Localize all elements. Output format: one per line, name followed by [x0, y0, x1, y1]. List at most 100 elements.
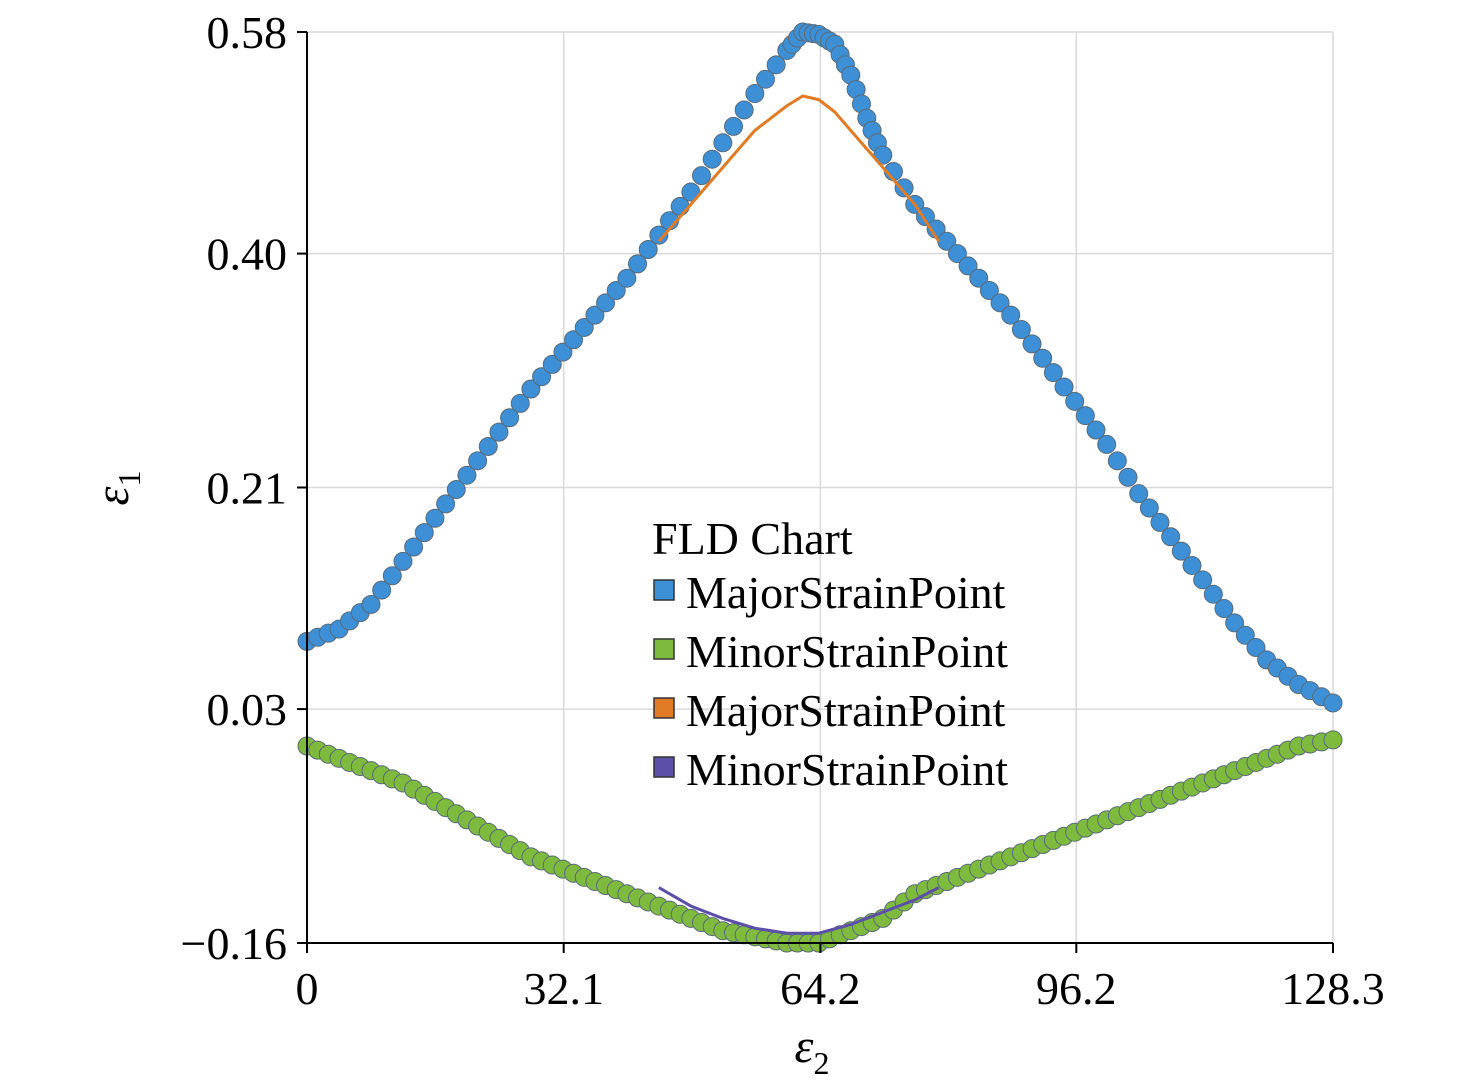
scatter-point [692, 166, 712, 186]
scatter-point [713, 133, 733, 153]
scatter-point [1150, 512, 1170, 532]
scatter-point [947, 244, 967, 264]
x-axis-title-symbol: ε [795, 1020, 814, 1073]
scatter-point [745, 84, 765, 104]
legend-swatch [653, 579, 675, 601]
x-tick-label: 0 [296, 963, 319, 1014]
series-line-3 [658, 886, 940, 935]
scatter-point [1323, 693, 1343, 713]
legend-title: FLD Chart [652, 513, 853, 564]
scatter-point [532, 367, 552, 387]
y-axis-title-subscript: 1 [111, 471, 147, 487]
x-axis-title: ε2 [795, 1020, 830, 1081]
scatter-point [1246, 638, 1266, 658]
y-axis-title-symbol: ε [86, 486, 139, 505]
scatter-point [734, 100, 754, 120]
scatter-point [702, 149, 722, 169]
scatter-point [468, 451, 488, 471]
scatter-point [894, 178, 914, 198]
legend-label: MinorStrainPoint [686, 626, 1008, 677]
scatter-point [724, 116, 744, 136]
scatter-point [1054, 377, 1074, 397]
scatter-point [436, 494, 456, 514]
scatter-point [606, 281, 626, 301]
legend-swatch [653, 638, 675, 660]
scatter-point [553, 342, 573, 362]
scatter-point [1033, 348, 1053, 368]
y-tick-label: 0.21 [207, 463, 288, 514]
x-tick-label: 64.2 [780, 963, 861, 1014]
scatter-point [585, 305, 605, 325]
y-tick-label: 0.03 [207, 684, 288, 735]
scatter-point [361, 594, 381, 614]
scatter-point [1203, 584, 1223, 604]
scatter-point [1118, 467, 1138, 487]
scatter-point [564, 330, 584, 350]
scatter-point [1171, 541, 1191, 561]
scatter-point [1193, 570, 1213, 590]
scatter-point [1011, 320, 1031, 340]
scatter-point [489, 422, 509, 442]
scatter-point [1161, 527, 1181, 547]
scatter-point [1139, 498, 1159, 518]
scatter-point [542, 354, 562, 374]
scatter-point [1001, 305, 1021, 325]
legend: FLD Chart MajorStrainPoint MinorStrainPoi… [652, 513, 1008, 795]
series-layer [297, 22, 1343, 953]
scatter-point [574, 317, 594, 337]
scatter-point [1182, 555, 1202, 575]
y-axis-title: ε1 [86, 471, 147, 506]
scatter-point [478, 436, 498, 456]
scatter-point [521, 379, 541, 399]
legend-label: MajorStrainPoint [686, 685, 1006, 736]
legend-swatch [653, 756, 675, 778]
scatter-point [1225, 613, 1245, 633]
series-line [657, 94, 941, 243]
scatter-point [1235, 625, 1255, 645]
series-scatter-0 [297, 22, 1343, 713]
scatter-point [446, 480, 466, 500]
scatter-point [393, 551, 413, 571]
scatter-point [596, 293, 616, 313]
scatter-point [1086, 420, 1106, 440]
scatter-point [979, 281, 999, 301]
scatter-point [382, 566, 402, 586]
scatter-point [1022, 334, 1042, 354]
scatter-point [500, 408, 520, 428]
scatter-point [1323, 730, 1343, 750]
scatter-point [372, 580, 392, 600]
scatter-point [1043, 363, 1063, 383]
scatter-point [958, 256, 978, 276]
scatter-point [1107, 451, 1127, 471]
grid [307, 31, 1334, 943]
scatter-point [1129, 484, 1149, 504]
y-tick-label: −0.16 [181, 918, 287, 969]
legend-label: MinorStrainPoint [686, 744, 1008, 795]
scatter-point [425, 508, 445, 528]
scatter-point [990, 293, 1010, 313]
scatter-point [617, 268, 637, 288]
scatter-point [1065, 391, 1085, 411]
legend-entries: MajorStrainPoint MinorStrainPoint MajorStr… [653, 567, 1008, 795]
y-tick-label: 0.58 [207, 7, 288, 58]
x-tick-label: 96.2 [1036, 963, 1117, 1014]
scatter-point [1075, 406, 1095, 426]
x-axis-title-subscript: 2 [813, 1045, 829, 1081]
x-tick-label: 32.1 [523, 963, 604, 1014]
tick-labels: 0 32.1 64.2 96.2 128.3 −0.16 0.03 0.21 0.40 0.58 [181, 7, 1385, 1014]
legend-label: MajorStrainPoint [686, 567, 1006, 618]
legend-swatch [653, 697, 675, 719]
series-line [658, 886, 940, 935]
series-line-2 [657, 94, 941, 243]
scatter-point [755, 69, 775, 89]
y-tick-label: 0.40 [207, 229, 288, 280]
scatter-point [628, 254, 648, 274]
scatter-point [510, 393, 530, 413]
scatter-point [649, 225, 669, 245]
scatter-point [414, 523, 434, 543]
scatter-point [1097, 434, 1117, 454]
scatter-point [638, 239, 658, 259]
scatter-point [457, 465, 477, 485]
scatter-point [404, 537, 424, 557]
